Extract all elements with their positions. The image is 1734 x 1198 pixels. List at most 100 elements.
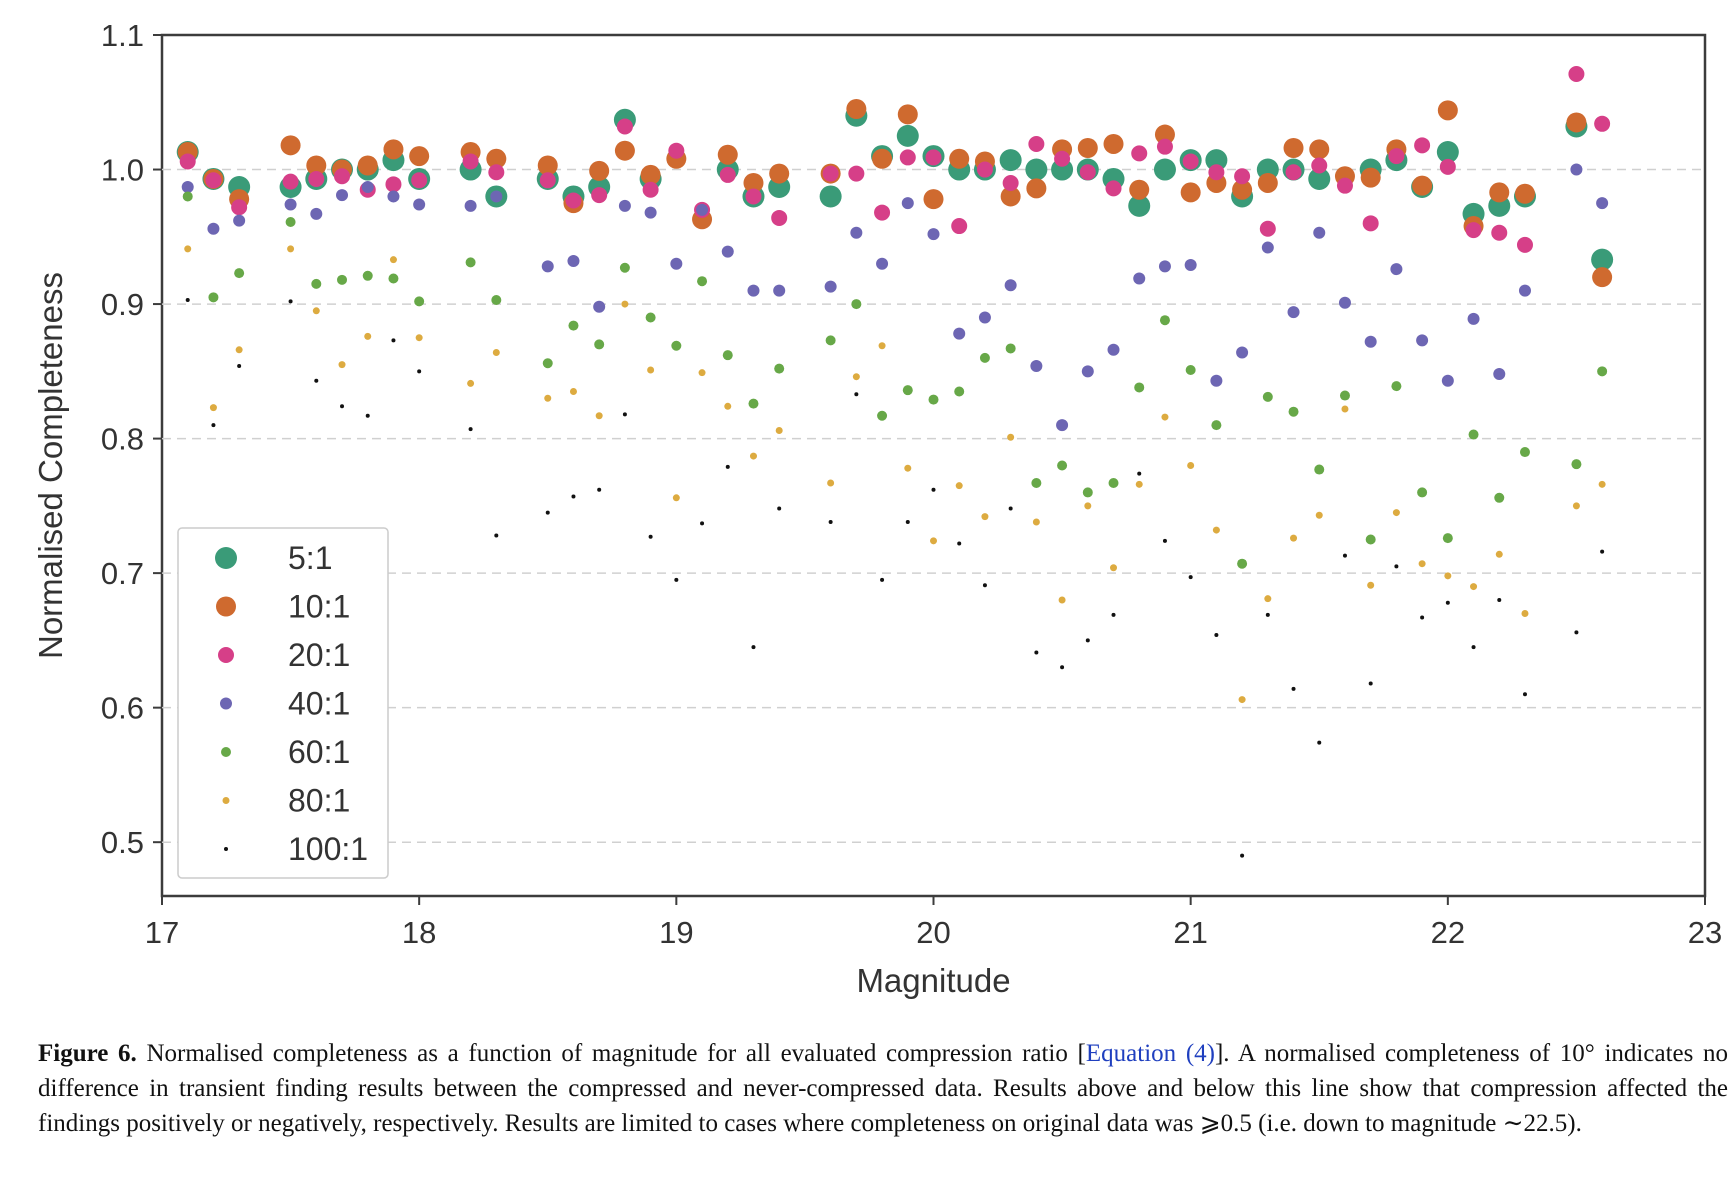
data-point [1214, 633, 1219, 638]
data-point [1212, 526, 1220, 534]
data-point [777, 506, 782, 511]
data-point [927, 228, 940, 241]
data-point [365, 413, 370, 418]
data-point [827, 479, 835, 487]
data-point [1032, 518, 1040, 526]
data-point [340, 404, 345, 409]
data-point [541, 260, 554, 273]
data-point [589, 160, 610, 181]
data-point [545, 510, 550, 515]
data-point [1034, 650, 1039, 655]
data-point [1394, 564, 1399, 569]
data-point [904, 464, 912, 472]
series-40-to-1 [181, 163, 1609, 432]
data-point [743, 172, 764, 193]
data-point [1388, 148, 1405, 165]
data-point [1519, 447, 1530, 458]
data-point [774, 363, 785, 374]
data-point [362, 270, 373, 281]
data-point [1412, 175, 1433, 196]
data-point [1290, 534, 1298, 542]
data-point [1210, 374, 1223, 387]
data-point [593, 300, 606, 313]
data-point [1441, 374, 1454, 387]
data-point [1108, 477, 1119, 488]
gridlines [162, 168, 1705, 843]
data-point [1285, 164, 1302, 181]
data-point [542, 358, 553, 369]
data-point [748, 398, 759, 409]
data-point [1522, 692, 1527, 697]
data-point [825, 335, 836, 346]
data-point [622, 412, 627, 417]
data-point [1261, 241, 1274, 254]
data-point [567, 255, 580, 268]
data-point [1084, 502, 1092, 510]
data-point [1592, 267, 1613, 288]
data-point [1103, 133, 1124, 154]
data-point [745, 188, 762, 205]
data-point [1493, 368, 1506, 381]
data-point [1287, 306, 1300, 319]
data-point [1134, 382, 1145, 393]
data-point [338, 361, 346, 369]
data-point [179, 153, 196, 170]
data-point [981, 513, 989, 521]
data-point [1030, 359, 1043, 372]
data-point [850, 226, 863, 239]
figure-caption: Figure 6. Normalised completeness as a f… [38, 1036, 1728, 1141]
data-point [1162, 538, 1167, 543]
y-axis-label: Normalised Completeness [32, 272, 69, 659]
data-point [1180, 182, 1201, 203]
data-point [1596, 197, 1609, 210]
data-point [614, 140, 635, 161]
data-point [1077, 138, 1098, 159]
data-point [930, 537, 937, 545]
data-point [334, 168, 351, 185]
data-point [773, 284, 786, 297]
data-point [312, 307, 320, 315]
data-point [1418, 560, 1426, 568]
data-point [1521, 609, 1529, 617]
legend-box [177, 527, 389, 879]
data-point [1184, 259, 1197, 272]
data-point [771, 209, 788, 226]
data-point [490, 190, 503, 203]
data-point [208, 292, 219, 303]
data-point [1005, 343, 1016, 354]
data-point [696, 203, 709, 216]
data-point [1444, 572, 1452, 580]
data-point [411, 172, 428, 189]
data-point [311, 278, 322, 289]
data-point [308, 170, 325, 187]
data-point [747, 284, 760, 297]
x-tick-label: 21 [1173, 915, 1207, 950]
data-point [819, 185, 842, 208]
data-point [1471, 645, 1476, 650]
data-point [1600, 549, 1605, 554]
data-point [645, 312, 656, 323]
equation-reference-link[interactable]: Equation (4) [1085, 1040, 1215, 1067]
data-point [231, 199, 248, 216]
data-point [337, 274, 348, 285]
data-point [1367, 581, 1375, 589]
figure-label: Figure 6. [38, 1040, 137, 1067]
data-point [954, 386, 965, 397]
data-point [978, 311, 991, 324]
data-point [1000, 186, 1021, 207]
data-point [1368, 681, 1373, 686]
data-point [233, 214, 246, 227]
data-point [594, 339, 605, 350]
data-point [1495, 550, 1503, 558]
data-point [1259, 220, 1276, 237]
data-point [616, 118, 633, 135]
data-point [1594, 115, 1611, 132]
x-tick-label: 19 [659, 915, 693, 950]
data-point [982, 583, 987, 588]
data-point [880, 577, 885, 582]
data-point [1133, 272, 1146, 285]
data-point [1081, 365, 1094, 378]
data-point [1158, 260, 1171, 273]
data-point [828, 520, 833, 525]
data-point [597, 487, 602, 492]
